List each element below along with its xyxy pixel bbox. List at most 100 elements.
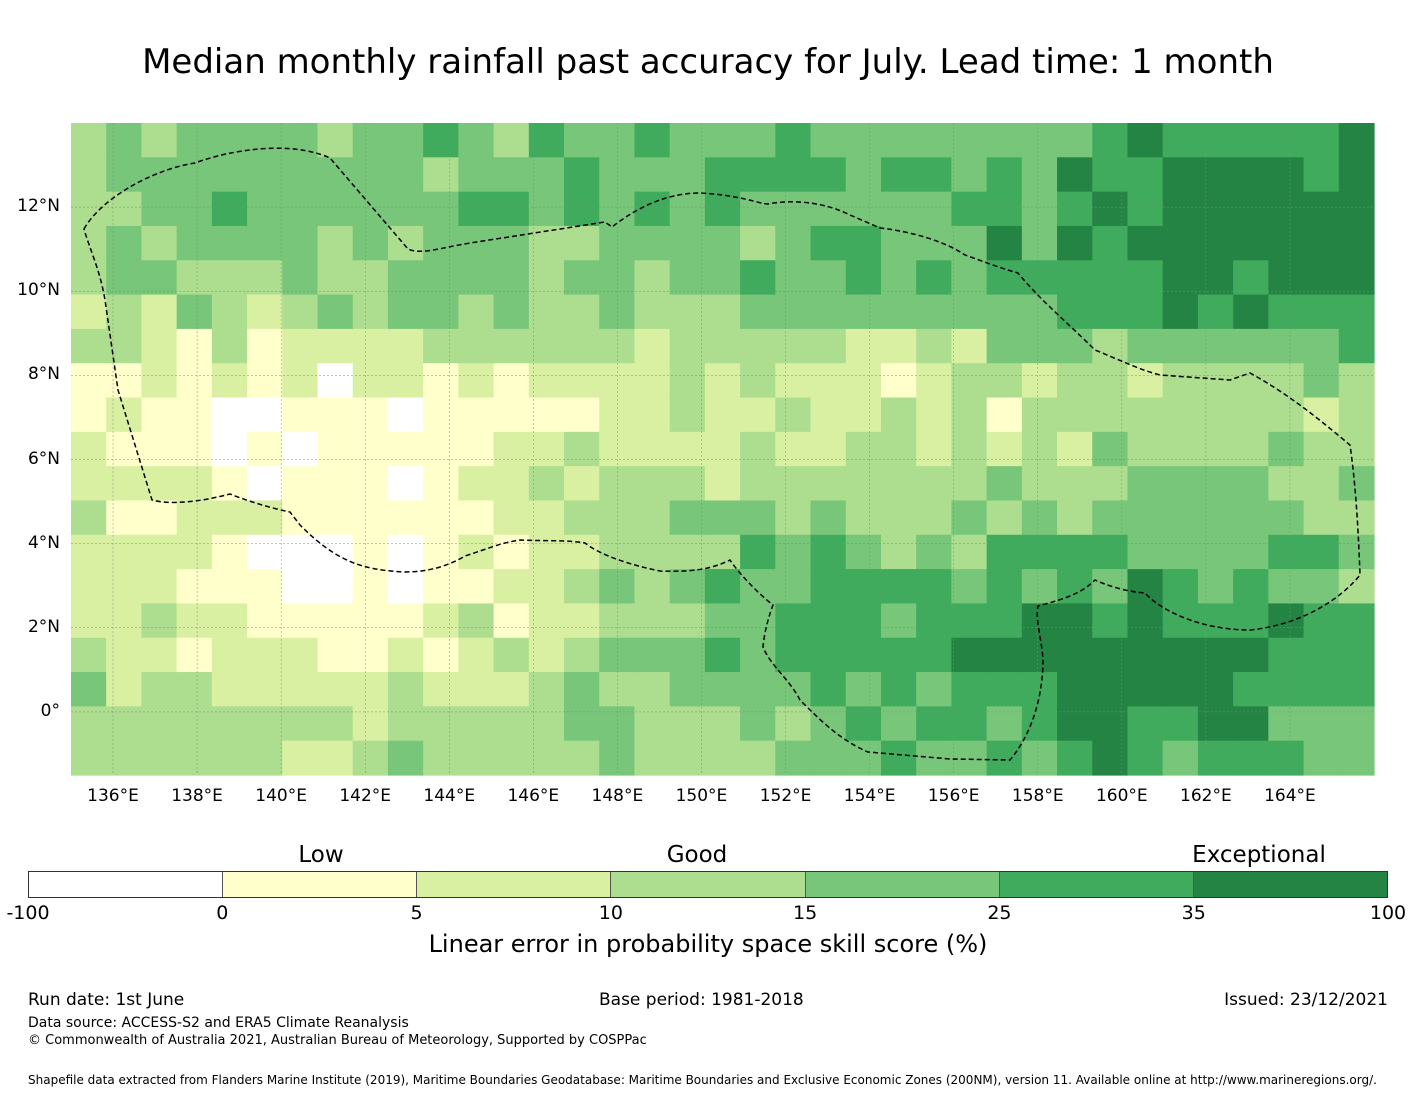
grid-cell: [458, 157, 495, 193]
grid-cell: [141, 431, 178, 467]
grid-cell: [1338, 157, 1375, 193]
grid-cell: [352, 157, 389, 193]
grid-cell: [1338, 534, 1375, 570]
grid-cell: [1197, 466, 1234, 502]
grid-cell: [669, 466, 706, 502]
grid-cell: [810, 740, 847, 776]
grid-cell: [1127, 706, 1164, 742]
grid-cell: [1338, 569, 1375, 605]
grid-cell: [1338, 672, 1375, 707]
grid-cell: [387, 706, 424, 742]
grid-cell: [916, 500, 953, 536]
grid-cell: [845, 225, 882, 261]
colorbar: [28, 871, 1388, 898]
grid-cell: [387, 294, 424, 330]
grid-cell: [352, 672, 389, 707]
grid-cell: [387, 157, 424, 193]
grid-cell: [986, 603, 1023, 639]
grid-cell: [634, 706, 671, 742]
colorbar-tick-label: 10: [598, 902, 623, 924]
grid-cell: [564, 260, 600, 296]
grid-cell: [493, 534, 530, 570]
grid-cell: [1162, 500, 1199, 536]
grid-cell: [1233, 672, 1269, 707]
grid-cell: [71, 363, 107, 399]
grid-cell: [528, 191, 565, 227]
grid-cell: [775, 260, 812, 296]
grid-cell: [423, 637, 459, 673]
grid-cell: [810, 260, 847, 296]
lon-tick-label: 164°E: [1264, 786, 1316, 806]
grid-cell: [1268, 157, 1305, 193]
grid-cell: [880, 569, 917, 605]
grid-cell: [599, 363, 636, 399]
grid-cell: [387, 603, 424, 639]
grid-cell: [845, 431, 882, 467]
skill-score-grid: [71, 123, 1375, 776]
grid-cell: [1268, 706, 1305, 742]
grid-cell: [951, 123, 988, 158]
grid-cell: [71, 328, 107, 364]
grid-cell: [1021, 123, 1058, 158]
lat-tick-label: 4°N: [27, 532, 60, 553]
grid-cell: [1057, 191, 1093, 227]
grid-cell: [528, 603, 565, 639]
grid-cell: [106, 363, 143, 399]
grid-cell: [951, 363, 988, 399]
grid-cell: [634, 500, 671, 536]
grid-cell: [704, 397, 741, 433]
grid-cell: [564, 740, 600, 776]
grid-cell: [845, 534, 882, 570]
grid-cell: [986, 466, 1023, 502]
grid-cell: [1268, 260, 1305, 296]
grid-cell: [176, 603, 213, 639]
grid-cell: [141, 123, 178, 158]
grid-cell: [599, 706, 636, 742]
grid-cell: [352, 569, 389, 605]
grid-cell: [1303, 260, 1340, 296]
grid-cell: [317, 191, 354, 227]
grid-cell: [704, 294, 741, 330]
grid-cell: [916, 157, 953, 193]
grid-cell: [141, 397, 178, 433]
grid-cell: [951, 191, 988, 227]
grid-cell: [528, 328, 565, 364]
grid-cell: [1233, 260, 1269, 296]
grid-cell: [282, 603, 319, 639]
grid-cell: [880, 534, 917, 570]
grid-cell: [528, 260, 565, 296]
grid-cell: [282, 569, 319, 605]
grid-cell: [634, 225, 671, 261]
grid-cell: [880, 672, 917, 707]
grid-cell: [176, 431, 213, 467]
grid-cell: [775, 706, 812, 742]
grid-cell: [1233, 363, 1269, 399]
grid-cell: [986, 328, 1023, 364]
grid-cell: [1197, 363, 1234, 399]
skill-score-map: [71, 123, 1375, 776]
grid-cell: [352, 706, 389, 742]
grid-cell: [669, 260, 706, 296]
grid-cell: [458, 466, 495, 502]
grid-cell: [845, 260, 882, 296]
grid-cell: [880, 603, 917, 639]
grid-cell: [141, 500, 178, 536]
grid-cell: [1338, 260, 1375, 296]
grid-cell: [352, 466, 389, 502]
grid-cell: [564, 534, 600, 570]
grid-cell: [564, 363, 600, 399]
grid-cell: [634, 740, 671, 776]
grid-cell: [951, 534, 988, 570]
grid-cell: [669, 500, 706, 536]
grid-cell: [1197, 225, 1234, 261]
grid-cell: [1057, 123, 1093, 158]
grid-cell: [704, 328, 741, 364]
grid-cell: [986, 123, 1023, 158]
grid-cell: [1162, 363, 1199, 399]
grid-cell: [176, 569, 213, 605]
grid-cell: [71, 397, 107, 433]
grid-cell: [845, 328, 882, 364]
grid-cell: [247, 431, 283, 467]
grid-cell: [810, 500, 847, 536]
grid-cell: [176, 637, 213, 673]
